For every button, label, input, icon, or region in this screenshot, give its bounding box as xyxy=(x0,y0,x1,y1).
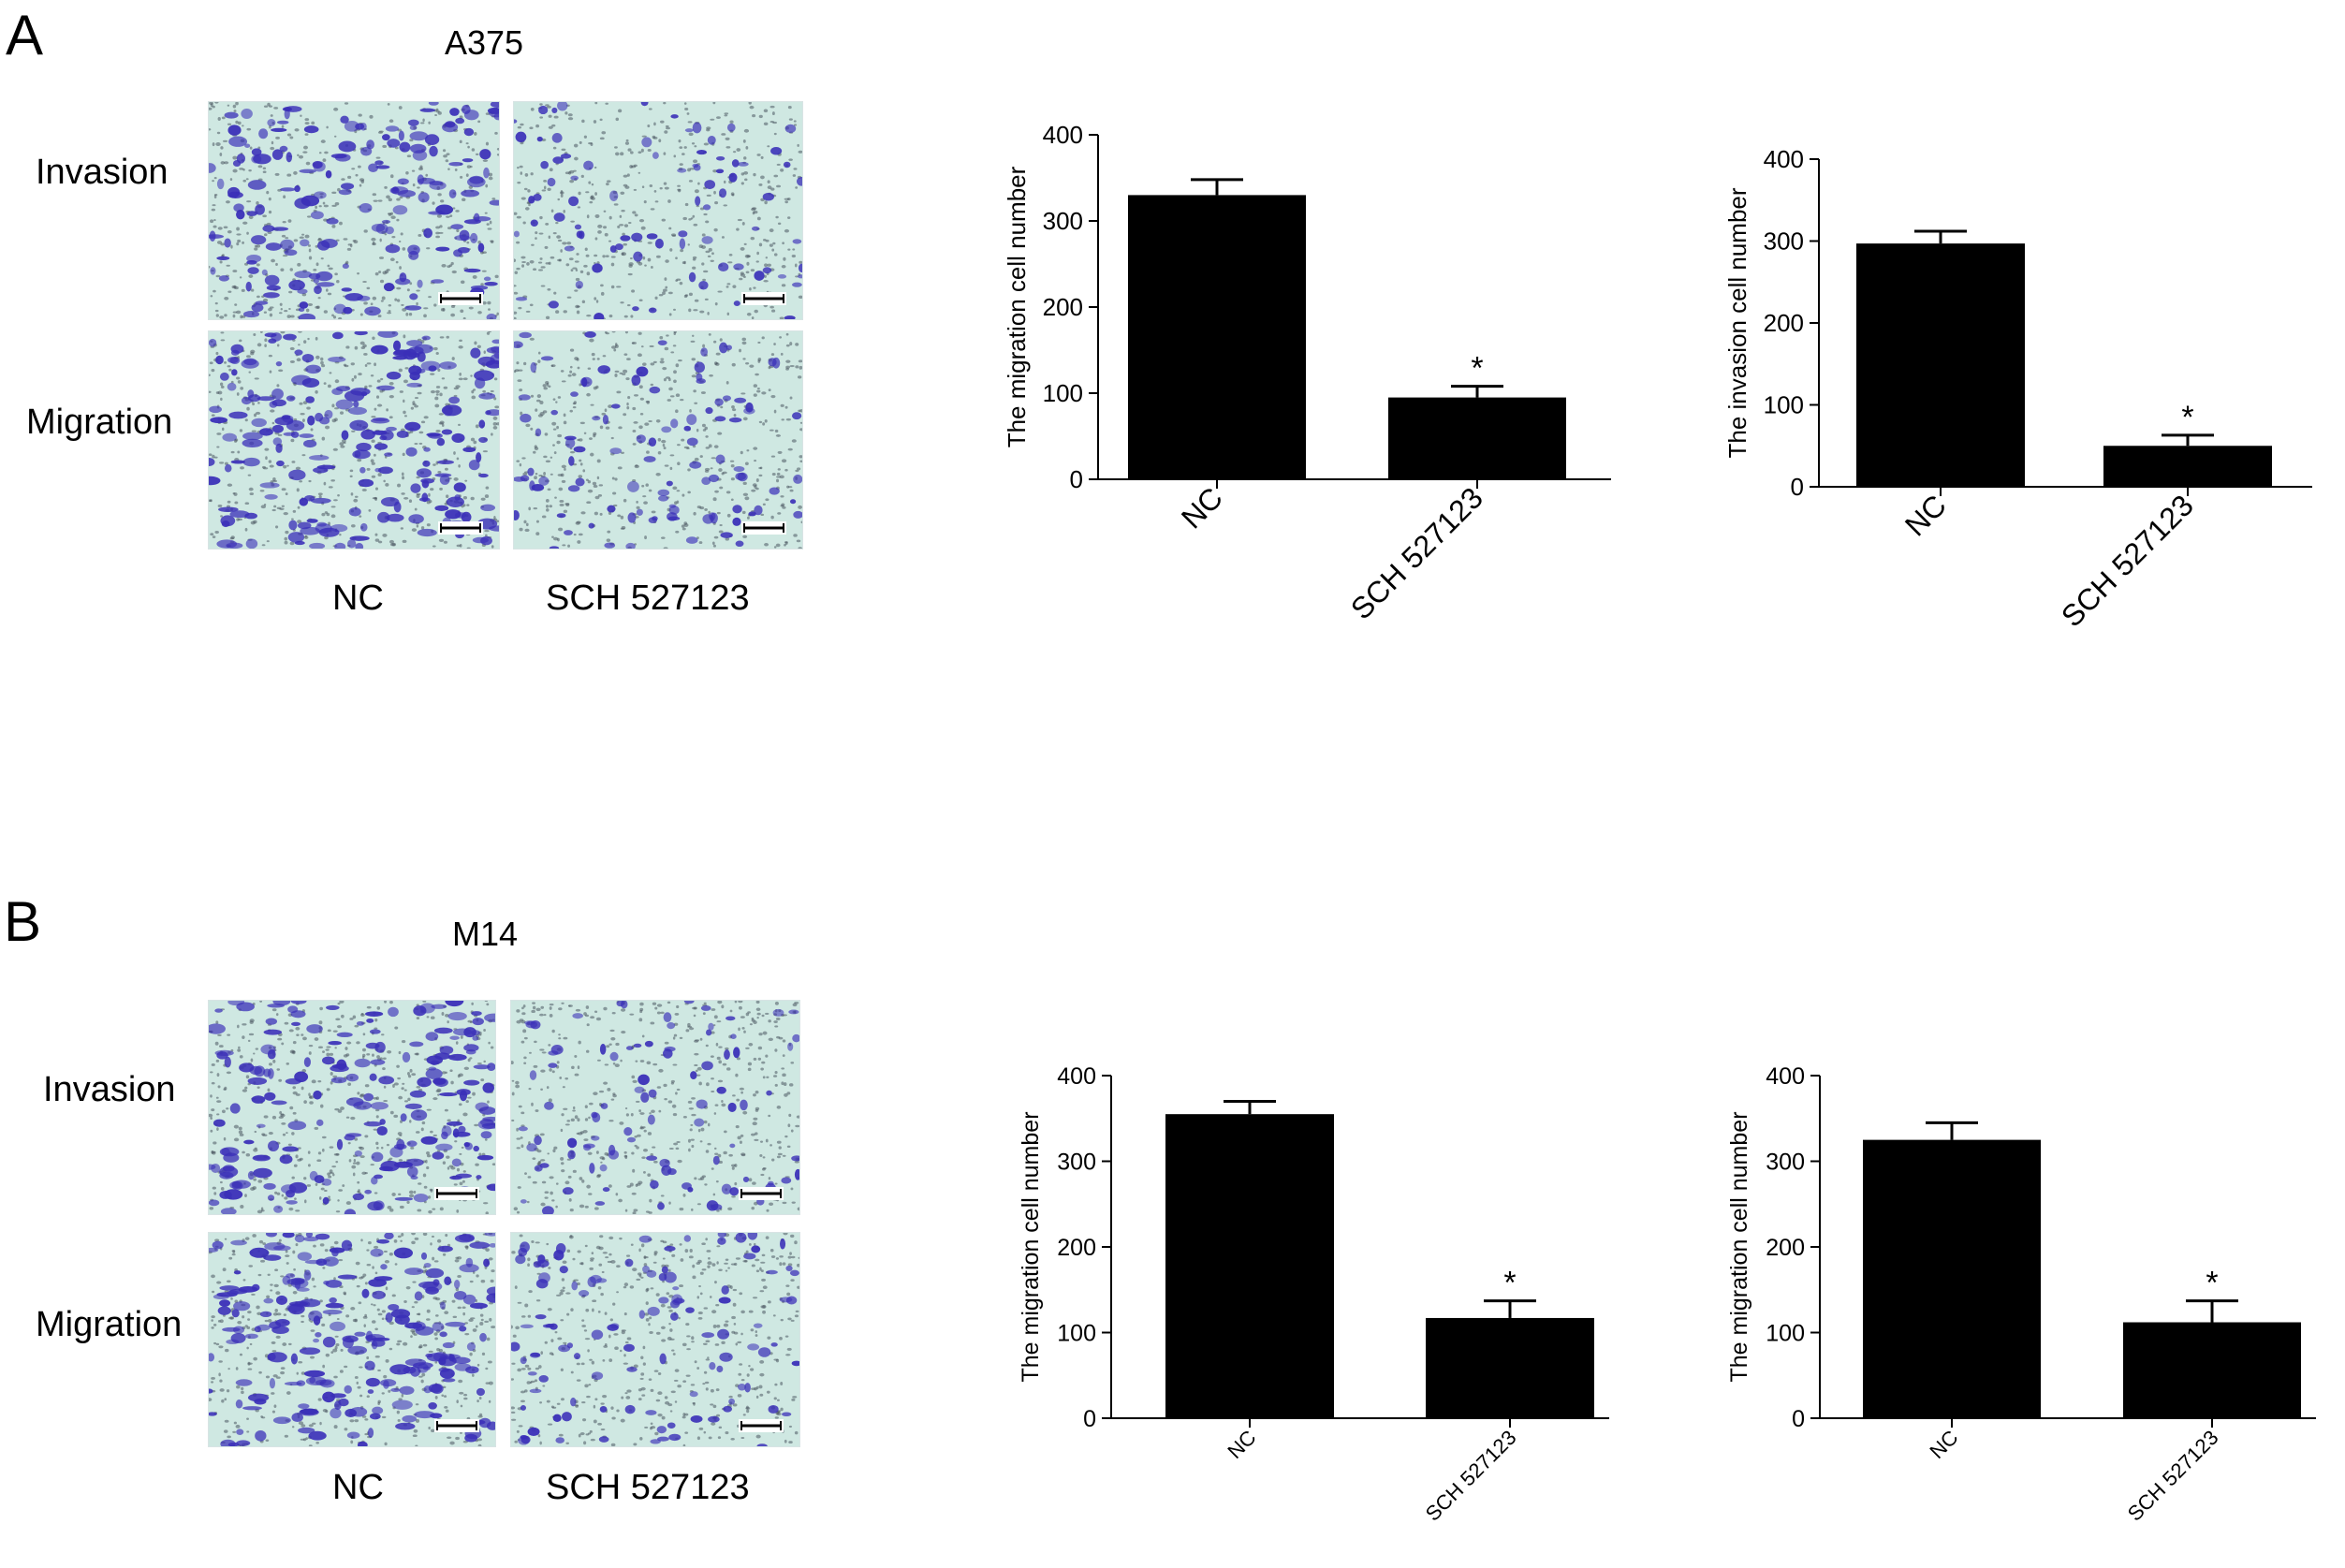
stained-cells xyxy=(209,102,499,319)
y-tick-label: 100 xyxy=(1043,379,1083,407)
cell-line-title-a375: A375 xyxy=(445,23,524,62)
y-tick-label: 400 xyxy=(1766,1063,1805,1090)
x-category-label: NC xyxy=(1925,1426,1962,1463)
y-tick-label: 100 xyxy=(1057,1320,1096,1346)
micrograph-a-migration-nc xyxy=(208,330,500,550)
cell-line-title-m14: M14 xyxy=(452,915,519,953)
column-label-sch-b: SCH 527123 xyxy=(546,1468,750,1507)
scale-bar xyxy=(438,292,483,305)
micrograph-b-migration-nc xyxy=(208,1232,496,1447)
bar-0 xyxy=(1863,1139,2041,1418)
column-label-sch-a: SCH 527123 xyxy=(546,579,750,618)
micrograph-a-invasion-sch xyxy=(513,101,803,320)
stained-cells xyxy=(209,331,499,549)
y-tick-label: 400 xyxy=(1043,121,1083,149)
stained-cells xyxy=(209,1233,495,1446)
scale-bar xyxy=(741,292,786,305)
y-tick-label: 200 xyxy=(1043,293,1083,321)
scale-bar xyxy=(739,1187,784,1200)
bar-0 xyxy=(1165,1114,1334,1418)
bar-1 xyxy=(1426,1317,1594,1418)
column-label-nc-a: NC xyxy=(332,579,384,618)
bar-0 xyxy=(1128,195,1306,479)
micrograph-a-migration-sch xyxy=(513,330,803,550)
y-tick-label: 200 xyxy=(1057,1235,1096,1261)
scale-bar xyxy=(438,521,483,535)
x-category-label: SCH 527123 xyxy=(2123,1426,2223,1526)
significance-marker: * xyxy=(2181,400,2193,435)
scale-bar xyxy=(434,1419,479,1432)
scale-bar xyxy=(741,521,786,535)
significance-marker: * xyxy=(2206,1266,2218,1301)
bar-0 xyxy=(1856,243,2025,487)
scale-bar xyxy=(739,1419,784,1432)
y-axis-title: The invasion cell number xyxy=(1723,187,1751,458)
row-label-migration-b: Migration xyxy=(36,1305,183,1344)
y-axis-title: The migration cell number xyxy=(1018,1111,1044,1382)
bar-1 xyxy=(2123,1322,2301,1418)
y-tick-label: 0 xyxy=(1070,465,1083,493)
micrograph-b-invasion-sch xyxy=(510,1000,800,1215)
y-tick-label: 300 xyxy=(1764,227,1804,256)
y-tick-label: 400 xyxy=(1057,1063,1096,1090)
micrograph-a-invasion-nc xyxy=(208,101,500,320)
y-tick-label: 0 xyxy=(1792,1406,1805,1432)
y-tick-label: 0 xyxy=(1083,1406,1096,1432)
y-tick-label: 0 xyxy=(1791,473,1804,501)
y-tick-label: 100 xyxy=(1766,1320,1805,1346)
micrograph-field xyxy=(209,1001,495,1214)
y-tick-label: 100 xyxy=(1764,391,1804,419)
y-tick-label: 300 xyxy=(1043,207,1083,235)
stained-cells xyxy=(511,1001,799,1214)
significance-marker: * xyxy=(1503,1266,1516,1301)
stained-cells xyxy=(514,102,802,319)
stained-cells xyxy=(514,331,802,549)
y-tick-label: 200 xyxy=(1766,1235,1805,1261)
row-label-migration-a: Migration xyxy=(26,403,173,442)
row-label-invasion-b: Invasion xyxy=(43,1070,176,1109)
bar-1 xyxy=(1388,397,1566,479)
row-label-invasion-a: Invasion xyxy=(36,153,169,192)
panel-label-a: A xyxy=(6,4,44,66)
y-axis-title: The migration cell number xyxy=(1726,1111,1752,1382)
y-tick-label: 200 xyxy=(1764,309,1804,337)
stained-cells xyxy=(511,1233,799,1446)
panel-label-b: B xyxy=(4,890,42,953)
micrograph-b-invasion-nc xyxy=(208,1000,496,1215)
micrograph-b-migration-sch xyxy=(510,1232,800,1447)
y-tick-label: 300 xyxy=(1766,1149,1805,1175)
column-label-nc-b: NC xyxy=(332,1468,384,1507)
significance-marker: * xyxy=(1471,351,1483,387)
y-axis-title: The migration cell number xyxy=(1003,166,1031,447)
scale-bar xyxy=(434,1187,479,1200)
y-tick-label: 300 xyxy=(1057,1149,1096,1175)
bar-1 xyxy=(2103,446,2272,487)
y-tick-label: 400 xyxy=(1764,145,1804,173)
